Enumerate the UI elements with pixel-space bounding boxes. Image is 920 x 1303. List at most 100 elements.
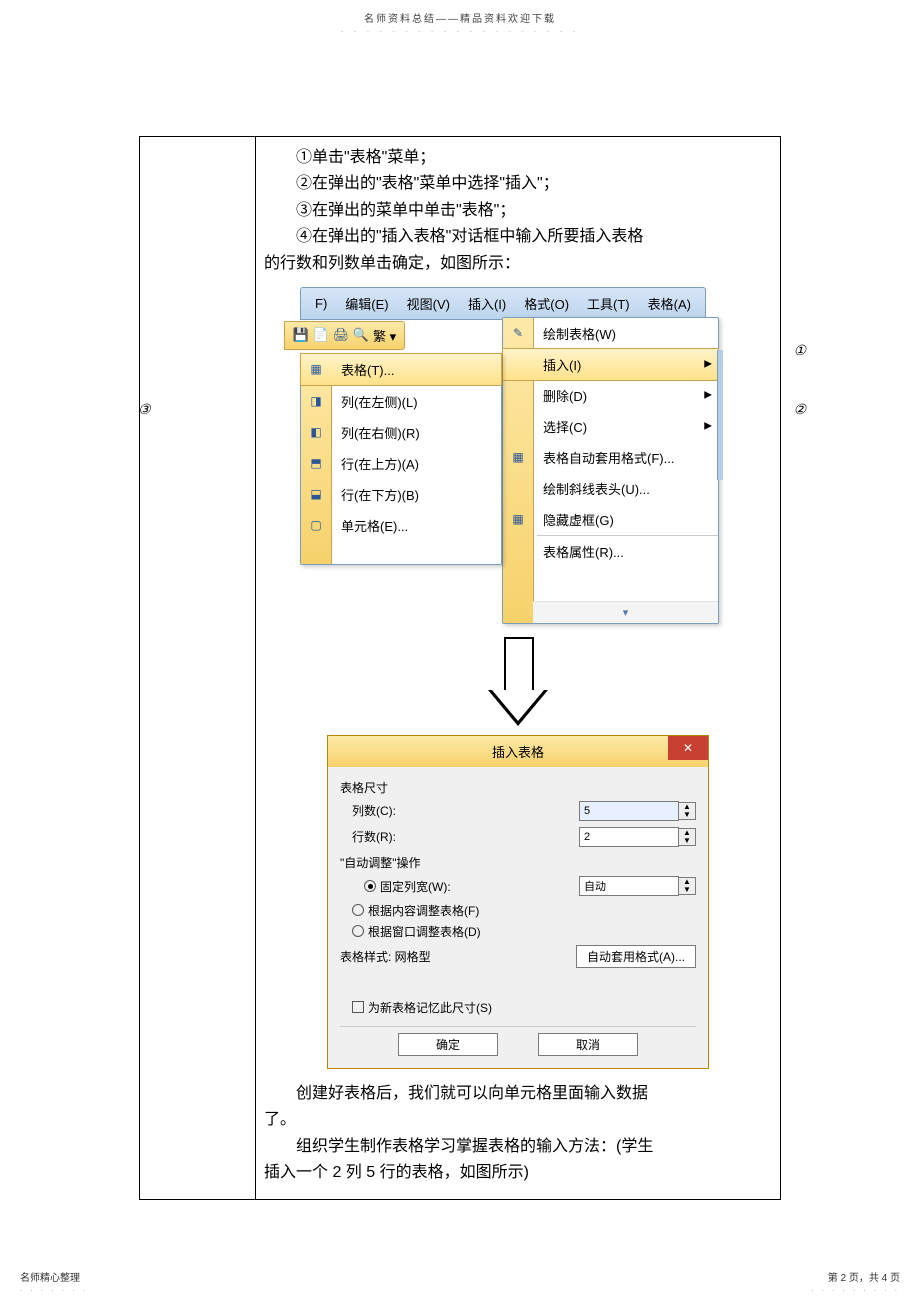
menu-insert[interactable]: 插入(I) — [462, 292, 512, 315]
print-icon[interactable]: 🖨 — [333, 327, 349, 343]
fan-button[interactable]: 繁 ▾ — [373, 326, 396, 345]
after-p2a: 组织学生制作表格学习掌握表格的输入方法：(学生 — [264, 1134, 772, 1160]
col-right-icon: ◧ — [307, 423, 325, 441]
auto-group-label: "自动调整"操作 — [340, 854, 696, 871]
cols-input[interactable] — [579, 801, 679, 821]
menu-format[interactable]: 格式(O) — [518, 292, 575, 315]
step-2: ②在弹出的"表格"菜单中选择"插入"； — [264, 171, 772, 197]
menu-row-above-label: 行(在上方)(A) — [341, 457, 419, 472]
menu-insert-sub-label: 插入(I) — [543, 358, 581, 373]
menu-file[interactable]: F) — [309, 294, 333, 313]
menu-diag-header-label: 绘制斜线表头(U)... — [543, 482, 650, 497]
insert-table-dialog: 插入表格 ✕ 表格尺寸 列数(C): ▲▼ 行数(R): — [327, 735, 709, 1069]
checkbox-icon — [352, 1001, 364, 1013]
menu-edit[interactable]: 编辑(E) — [339, 292, 394, 315]
radio-icon — [352, 925, 364, 937]
footer-left-dots: . . . . . . . — [20, 1284, 88, 1293]
style-label: 表格样式: 网格型 — [340, 948, 431, 965]
menu-hide-grid-label: 隐藏虚框(G) — [543, 513, 614, 528]
menu-cell-label: 单元格(E)... — [341, 519, 408, 534]
menu-delete-sub[interactable]: 删除(D) ▶ — [503, 380, 718, 411]
auto-apply-button[interactable]: 自动套用格式(A)... — [576, 945, 696, 968]
menu-cell[interactable]: ▢ 单元格(E)... — [301, 510, 501, 541]
after-p1a: 创建好表格后，我们就可以向单元格里面输入数据 — [264, 1081, 772, 1107]
main-content-frame: ①单击"表格"菜单； ②在弹出的"表格"菜单中选择"插入"； ③在弹出的菜单中单… — [139, 136, 781, 1200]
dialog-title: 插入表格 — [492, 745, 544, 760]
menu-table-props-label: 表格属性(R)... — [543, 545, 624, 560]
arrow-right-icon: ▶ — [704, 421, 712, 432]
menu-row-below[interactable]: ⬓ 行(在下方)(B) — [301, 479, 501, 510]
insert-dropdown: ▦ 表格(T)... ◨ 列(在左侧)(L) ◧ 列(在右侧)(R) ⬒ 行(在… — [300, 353, 502, 565]
radio-fit-content[interactable]: 根据内容调整表格(F) — [340, 900, 696, 921]
row-above-icon: ⬒ — [307, 454, 325, 472]
menu-view[interactable]: 视图(V) — [401, 292, 456, 315]
callout-2: ② — [793, 401, 806, 418]
menu-draw-table-label: 绘制表格(W) — [543, 327, 616, 342]
footer-right-dots: . . . . . . . . . — [811, 1284, 900, 1293]
spinner-buttons[interactable]: ▲▼ — [679, 828, 696, 846]
ok-button[interactable]: 确定 — [398, 1033, 498, 1056]
after-p2b: 插入一个 2 列 5 行的表格，如图所示) — [264, 1160, 772, 1186]
menu-draw-table[interactable]: ✎ 绘制表格(W) — [503, 318, 718, 349]
cols-spinner[interactable]: ▲▼ — [579, 801, 696, 821]
radio-fit-window[interactable]: 根据窗口调整表格(D) — [340, 921, 696, 942]
scrollbar-hint — [717, 350, 723, 480]
toolbar: 💾 📄 🖨 🔍 繁 ▾ — [284, 321, 405, 350]
table-dropdown: ✎ 绘制表格(W) 插入(I) ▶ 删除(D) ▶ 选择(C) ▶ ▦ 表格 — [502, 317, 719, 624]
menu-autoformat-label: 表格自动套用格式(F)... — [543, 451, 674, 466]
instructions-block: ①单击"表格"菜单； ②在弹出的"表格"菜单中选择"插入"； ③在弹出的菜单中单… — [264, 145, 772, 277]
menu-insert-table[interactable]: ▦ 表格(T)... — [300, 353, 502, 386]
step-3: ③在弹出的菜单中单击"表格"； — [264, 198, 772, 224]
pencil-icon: ✎ — [509, 324, 527, 342]
menu-table[interactable]: 表格(A) — [642, 292, 697, 315]
menu-delete-sub-label: 删除(D) — [543, 389, 587, 404]
close-button[interactable]: ✕ — [668, 736, 708, 760]
after-p1b: 了。 — [264, 1107, 772, 1133]
menu-insert-sub[interactable]: 插入(I) ▶ — [502, 348, 719, 381]
menu-col-right[interactable]: ◧ 列(在右侧)(R) — [301, 417, 501, 448]
menu-tools[interactable]: 工具(T) — [581, 292, 636, 315]
grid-icon: ▦ — [509, 510, 527, 528]
remember-checkbox-row[interactable]: 为新表格记忆此尺寸(S) — [340, 997, 696, 1018]
radio-icon — [352, 904, 364, 916]
menu-autoformat[interactable]: ▦ 表格自动套用格式(F)... — [503, 442, 718, 473]
header-dots: - - - - - - - - - - - - - - - - - - - — [0, 27, 920, 36]
content-column: ①单击"表格"菜单； ②在弹出的"表格"菜单中选择"插入"； ③在弹出的菜单中单… — [256, 137, 780, 1199]
arrow-right-icon: ▶ — [704, 359, 712, 370]
menu-select-sub[interactable]: 选择(C) ▶ — [503, 411, 718, 442]
col-left-icon: ◨ — [307, 392, 325, 410]
menu-row-above[interactable]: ⬒ 行(在上方)(A) — [301, 448, 501, 479]
page-header: 名师资料总结——精品资料欢迎下载 - - - - - - - - - - - -… — [0, 0, 920, 36]
row-below-icon: ⬓ — [307, 485, 325, 503]
footer-left-text: 名师精心整理 — [20, 1269, 88, 1284]
dialog-body: 表格尺寸 列数(C): ▲▼ 行数(R): ▲▼ "自动调整"操作 — [328, 767, 708, 1068]
expand-chevron-icon[interactable]: ▾ — [533, 601, 718, 623]
radio-fit-content-label: 根据内容调整表格(F) — [368, 902, 479, 919]
radio-fixed-width[interactable]: 固定列宽(W): — [352, 876, 451, 897]
footer-right-text: 第 2 页，共 4 页 — [811, 1269, 900, 1284]
menu-col-left[interactable]: ◨ 列(在左侧)(L) — [301, 386, 501, 417]
cancel-button[interactable]: 取消 — [538, 1033, 638, 1056]
menu-bar: F) 编辑(E) 视图(V) 插入(I) 格式(O) 工具(T) 表格(A) — [300, 287, 706, 320]
rows-spinner[interactable]: ▲▼ — [579, 827, 696, 847]
radio-fixed-width-label: 固定列宽(W): — [380, 878, 451, 895]
new-icon[interactable]: 📄 — [313, 327, 329, 343]
menu-diag-header[interactable]: 绘制斜线表头(U)... — [503, 473, 718, 504]
width-spinner[interactable]: ▲▼ — [579, 876, 696, 896]
word-menu-mock: F) 编辑(E) 视图(V) 插入(I) 格式(O) 工具(T) 表格(A) 💾… — [264, 287, 772, 627]
width-input[interactable] — [579, 876, 679, 896]
menu-insert-table-label: 表格(T)... — [341, 363, 394, 378]
step-1: ①单击"表格"菜单； — [264, 145, 772, 171]
rows-input[interactable] — [579, 827, 679, 847]
cols-label: 列数(C): — [352, 802, 396, 819]
menu-hide-grid[interactable]: ▦ 隐藏虚框(G) — [503, 504, 718, 535]
save-icon[interactable]: 💾 — [293, 327, 309, 343]
callout-1: ① — [793, 342, 806, 359]
menu-table-props[interactable]: 表格属性(R)... — [503, 536, 718, 567]
spinner-buttons[interactable]: ▲▼ — [679, 877, 696, 895]
cell-icon: ▢ — [307, 516, 325, 534]
rows-label: 行数(R): — [352, 828, 396, 845]
radio-fit-window-label: 根据窗口调整表格(D) — [368, 923, 481, 940]
spinner-buttons[interactable]: ▲▼ — [679, 802, 696, 820]
preview-icon[interactable]: 🔍 — [353, 327, 369, 343]
